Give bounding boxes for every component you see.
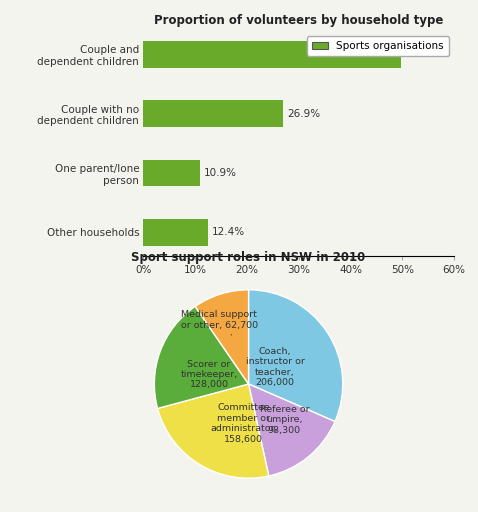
Text: Coach,
instructor or
teacher,
206,000: Coach, instructor or teacher, 206,000 bbox=[246, 347, 304, 387]
Bar bbox=[143, 160, 200, 186]
Wedge shape bbox=[154, 306, 249, 409]
Bar bbox=[143, 219, 207, 246]
Text: Referee or
umpire,
98,300: Referee or umpire, 98,300 bbox=[260, 405, 309, 435]
Wedge shape bbox=[249, 384, 335, 476]
Text: 49.8%: 49.8% bbox=[405, 49, 438, 59]
Bar bbox=[143, 100, 282, 127]
Legend: Sports organisations: Sports organisations bbox=[307, 36, 449, 56]
Wedge shape bbox=[249, 290, 343, 421]
Title: Sport support roles in NSW in 2010: Sport support roles in NSW in 2010 bbox=[131, 251, 366, 264]
Text: 10.9%: 10.9% bbox=[204, 168, 237, 178]
Text: Scorer or
timekeeper,
128,000: Scorer or timekeeper, 128,000 bbox=[180, 359, 238, 390]
Wedge shape bbox=[158, 384, 269, 478]
Text: 12.4%: 12.4% bbox=[212, 227, 245, 238]
Text: 26.9%: 26.9% bbox=[287, 109, 320, 119]
Bar bbox=[143, 41, 401, 68]
Text: Committee
member or
administrator,
158,600: Committee member or administrator, 158,6… bbox=[210, 403, 278, 444]
Text: Medical support
or other, 62,700: Medical support or other, 62,700 bbox=[181, 310, 258, 335]
Wedge shape bbox=[195, 290, 249, 384]
Title: Proportion of volunteers by household type: Proportion of volunteers by household ty… bbox=[154, 14, 444, 27]
